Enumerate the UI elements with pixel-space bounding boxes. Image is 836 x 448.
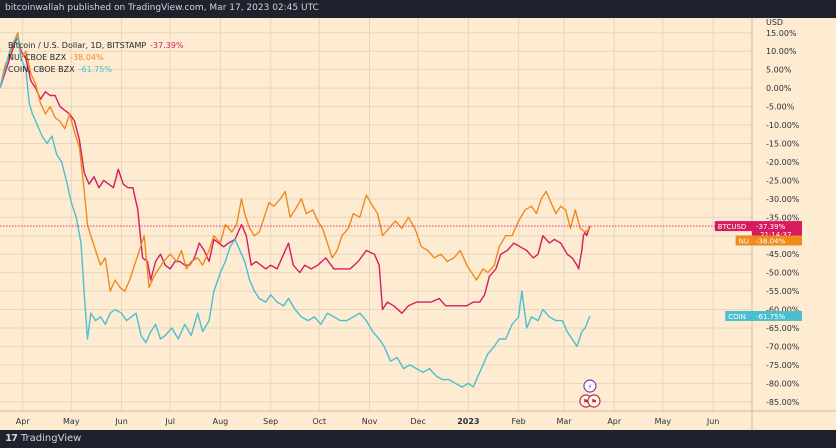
last-tag-value-btcusd: [752, 221, 802, 240]
last-tag-countdown-text: 21:14:37: [760, 231, 791, 239]
x-tick-label: Jun: [706, 417, 720, 426]
last-value-tags: BTCUSD -37.39%21:14:37 NU -38.04% COIN -61.75…: [714, 221, 802, 321]
y-tick-label: 15.00%: [766, 29, 797, 38]
legend: Bitcoin / U.S. Dollar, 1D, BITSTAMP -37.3…: [8, 40, 184, 76]
y-tick-label: -15.00%: [766, 139, 800, 148]
legend-series-value: -38.04%: [70, 53, 104, 62]
last-tag-name-coin: [725, 310, 752, 321]
last-tag-value-text: -61.75%: [756, 313, 786, 321]
x-tick-label: 2023: [457, 417, 479, 426]
legend-entry-nu[interactable]: NU, CBOE BZX -38.04%: [8, 52, 184, 64]
series-lines: [0, 32, 591, 388]
x-tick-label: May: [63, 417, 80, 426]
series-line-btcusd: [0, 35, 591, 314]
y-tick-label: -5.00%: [766, 103, 795, 112]
x-axis: Apr May Jun Jul Aug Sep Oct Nov Dec 2023 Feb Mar Apr…: [16, 417, 720, 426]
y-tick-label: -45.00%: [766, 250, 800, 259]
lightning-icon: [583, 379, 597, 393]
series-line-coin: [0, 35, 591, 388]
x-tick-label: Aug: [213, 417, 229, 426]
y-tick-label: -85.00%: [766, 398, 800, 407]
last-tag-value-nu: [752, 235, 802, 246]
last-tag-value-coin: [752, 310, 802, 321]
x-tick-label: Mar: [556, 417, 572, 426]
legend-entry-coin[interactable]: COIN, CBOE BZX -61.75%: [8, 64, 184, 76]
x-tick-label: Jun: [114, 417, 128, 426]
chart-svg[interactable]: USD 15.00% 10.00% 5.00% 0.00% -5.00% -10.00% -1…: [0, 18, 836, 430]
event-icons: ⚡ ⚑ ⚑: [579, 379, 601, 408]
us-flag-icon: [587, 394, 601, 408]
y-tick-label: -60.00%: [766, 306, 800, 315]
last-tag-name-text: COIN: [728, 313, 746, 321]
y-tick-label: -50.00%: [766, 269, 800, 278]
y-tick-label: -30.00%: [766, 195, 800, 204]
y-tick-label: -70.00%: [766, 342, 800, 351]
tradingview-brand[interactable]: 17 TradingView: [5, 433, 81, 444]
x-tick-label: Apr: [16, 417, 31, 426]
chart-area[interactable]: USD 15.00% 10.00% 5.00% 0.00% -5.00% -10.00% -1…: [0, 18, 836, 430]
legend-series-name: Bitcoin / U.S. Dollar, 1D, BITSTAMP: [8, 41, 147, 50]
grid-lines: [0, 18, 752, 411]
lightning-glyph: ⚡: [587, 383, 592, 391]
last-tag-name-btcusd: [714, 221, 752, 232]
y-tick-label: -55.00%: [766, 287, 800, 296]
tradingview-logo-icon: 17: [5, 433, 18, 444]
y-axis: USD 15.00% 10.00% 5.00% 0.00% -5.00% -10.00% -1…: [766, 18, 800, 407]
x-tick-label: Feb: [512, 417, 526, 426]
y-tick-label: 0.00%: [766, 84, 792, 93]
flag-glyph: ⚑: [583, 398, 589, 406]
legend-series-name: NU, CBOE BZX: [8, 53, 67, 62]
flag-glyph: ⚑: [591, 398, 597, 406]
last-tag-name-text: BTCUSD: [718, 223, 747, 231]
x-tick-label: Dec: [410, 417, 425, 426]
x-tick-label: Apr: [607, 417, 622, 426]
publisher-header: bitcoinwallah published on TradingView.c…: [0, 0, 836, 18]
y-axis-unit-label: USD: [766, 18, 783, 27]
footer-bar: 17 TradingView: [0, 430, 836, 448]
last-tag-value-text: -37.39%: [756, 223, 786, 231]
y-tick-label: -10.00%: [766, 121, 800, 130]
y-tick-label: 10.00%: [766, 47, 797, 56]
x-tick-label: May: [655, 417, 672, 426]
y-tick-label: -65.00%: [766, 324, 800, 333]
y-tick-label: -35.00%: [766, 213, 800, 222]
x-tick-label: Nov: [362, 417, 378, 426]
publisher-text: bitcoinwallah published on TradingView.c…: [5, 3, 319, 13]
x-tick-label: Oct: [312, 417, 326, 426]
x-tick-label: Sep: [263, 417, 278, 426]
y-tick-label: -75.00%: [766, 361, 800, 370]
x-tick-label: Jul: [164, 417, 175, 426]
legend-series-value: -61.75%: [78, 65, 112, 74]
legend-series-value: -37.39%: [150, 41, 184, 50]
last-tag-value-text: -38.04%: [756, 237, 786, 245]
y-tick-label: -80.00%: [766, 379, 800, 388]
last-tag-name-nu: [735, 235, 752, 246]
y-tick-label: 5.00%: [766, 66, 792, 75]
last-tag-name-text: NU: [739, 237, 749, 245]
y-tick-label: -25.00%: [766, 176, 800, 185]
legend-entry-btcusd[interactable]: Bitcoin / U.S. Dollar, 1D, BITSTAMP -37.3…: [8, 40, 184, 52]
y-tick-label: -20.00%: [766, 158, 800, 167]
legend-series-name: COIN, CBOE BZX: [8, 65, 75, 74]
series-line-nu: [0, 32, 591, 292]
tradingview-brand-label: TradingView: [20, 433, 82, 444]
